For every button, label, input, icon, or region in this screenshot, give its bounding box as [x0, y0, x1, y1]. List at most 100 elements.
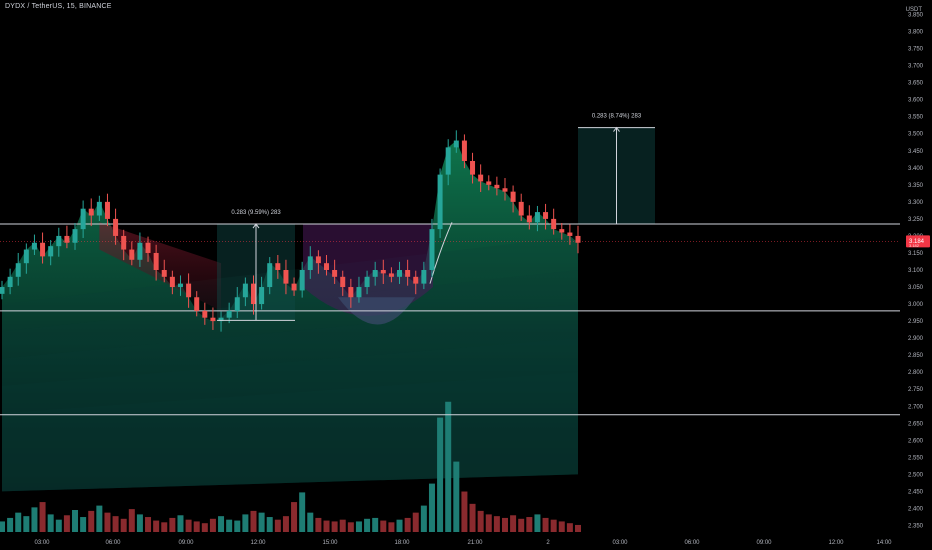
- candle-body: [137, 242, 143, 260]
- candle-body: [259, 287, 265, 305]
- volume-bar: [136, 514, 143, 532]
- volume-bar: [7, 517, 14, 532]
- volume-bar: [128, 509, 135, 532]
- volume-bar: [258, 512, 265, 532]
- candle-body: [186, 283, 192, 298]
- candle-body: [461, 140, 467, 161]
- price-axis-unit: USDT: [905, 7, 922, 13]
- candle-body: [80, 208, 86, 230]
- volume-bar: [39, 502, 46, 532]
- volume-bar: [63, 515, 70, 532]
- price-tick-label: 2.700: [908, 404, 924, 410]
- candle-body: [234, 297, 240, 311]
- candle-body: [324, 263, 330, 270]
- price-tick-label: 2.500: [908, 472, 924, 478]
- candle-body: [275, 263, 281, 270]
- volume-bar: [72, 510, 79, 532]
- time-tick-label: 06:00: [684, 540, 700, 546]
- candle-body: [470, 160, 476, 175]
- measure-label: 0.283 (9.59%) 283: [231, 210, 281, 216]
- candle-body: [429, 229, 435, 270]
- price-tick-label: 3.150: [908, 251, 924, 257]
- volume-bar: [558, 521, 565, 532]
- candle-body: [218, 317, 224, 322]
- candle-body: [575, 235, 581, 243]
- candle-body: [104, 201, 110, 219]
- volume-bar: [380, 520, 387, 532]
- volume-bar: [218, 516, 225, 532]
- candle-body: [380, 270, 386, 274]
- candle-body: [348, 287, 354, 298]
- measure-tools[interactable]: 0.283 (9.59%) 283 0.283 (8.74%) 283: [217, 114, 655, 321]
- price-tick-label: 3.700: [908, 64, 924, 70]
- volume-bar: [209, 518, 216, 532]
- candle-body: [486, 181, 492, 185]
- candle-body: [0, 287, 5, 294]
- candle-body: [242, 283, 248, 298]
- price-axis[interactable]: 3.850 3.800 3.750 3.700 3.650 3.600 3.550 3.500…: [906, 13, 930, 530]
- gradient-bands: [2, 140, 578, 492]
- volume-bar: [291, 502, 298, 532]
- interval-label[interactable]: , 15,: [62, 3, 80, 10]
- candle-body: [567, 232, 573, 236]
- volume-bar: [0, 521, 5, 532]
- candle-body: [40, 242, 46, 257]
- candle-body: [405, 270, 411, 277]
- volume-bar: [23, 516, 30, 532]
- volume-bar: [193, 521, 200, 532]
- candle-body: [250, 283, 256, 305]
- volume-bar: [161, 522, 168, 532]
- ribbon-band: [2, 304, 578, 492]
- horizontal-lines[interactable]: [0, 223, 900, 416]
- candle-body: [129, 249, 135, 260]
- time-axis[interactable]: 03:00 06:00 09:00 12:00 15:00 18:00 21:00 2 03:0…: [34, 540, 892, 546]
- chart-header[interactable]: DYDX / TetherUS, 15, BINANCE: [5, 3, 112, 10]
- candle-body: [364, 276, 370, 288]
- candle-body: [388, 273, 394, 277]
- price-tick-label: 3.250: [908, 217, 924, 223]
- candle-body: [169, 276, 175, 288]
- candle-body: [413, 276, 419, 284]
- price-tick-label: 2.950: [908, 319, 924, 325]
- current-price-tag[interactable]: [906, 235, 930, 248]
- volume-bar: [372, 517, 379, 532]
- time-tick-label: 06:00: [105, 540, 121, 546]
- time-tick-label: 09:00: [756, 540, 772, 546]
- volume-bar: [47, 514, 54, 532]
- price-tick-label: 2.600: [908, 438, 924, 444]
- candle-body: [88, 208, 94, 216]
- volume-bar: [566, 523, 573, 532]
- candle-body: [291, 283, 297, 291]
- candle-body: [332, 270, 338, 277]
- candle-body: [64, 235, 70, 243]
- candle-body: [510, 191, 516, 202]
- volume-bar: [282, 516, 289, 532]
- volume-bar: [518, 518, 525, 532]
- cup-zone: [303, 224, 433, 316]
- candle-body: [445, 147, 451, 175]
- volume-bar: [542, 517, 549, 532]
- candle-body: [397, 270, 403, 277]
- symbol-label[interactable]: DYDX: [5, 3, 26, 10]
- candle-body: [551, 218, 557, 230]
- volume-bar: [550, 519, 557, 532]
- candle-body: [421, 270, 427, 284]
- price-tick-label: 3.750: [908, 47, 924, 53]
- volume-bar: [299, 492, 306, 532]
- candle-body: [283, 270, 289, 284]
- volume-bar: [307, 512, 314, 532]
- volume-bar: [266, 517, 273, 532]
- volume-bar: [347, 522, 354, 532]
- price-tick-label: 3.100: [908, 268, 924, 274]
- candle-body: [518, 201, 524, 216]
- volume-bar: [201, 523, 208, 532]
- time-tick-label: 18:00: [394, 540, 410, 546]
- price-tick-label: 3.650: [908, 81, 924, 87]
- separator-label: /: [25, 3, 32, 10]
- volume-bar: [339, 519, 346, 532]
- candle-body: [340, 276, 346, 288]
- candle-body: [372, 270, 378, 277]
- price-tick-label: 2.800: [908, 370, 924, 376]
- candle-body: [153, 252, 159, 270]
